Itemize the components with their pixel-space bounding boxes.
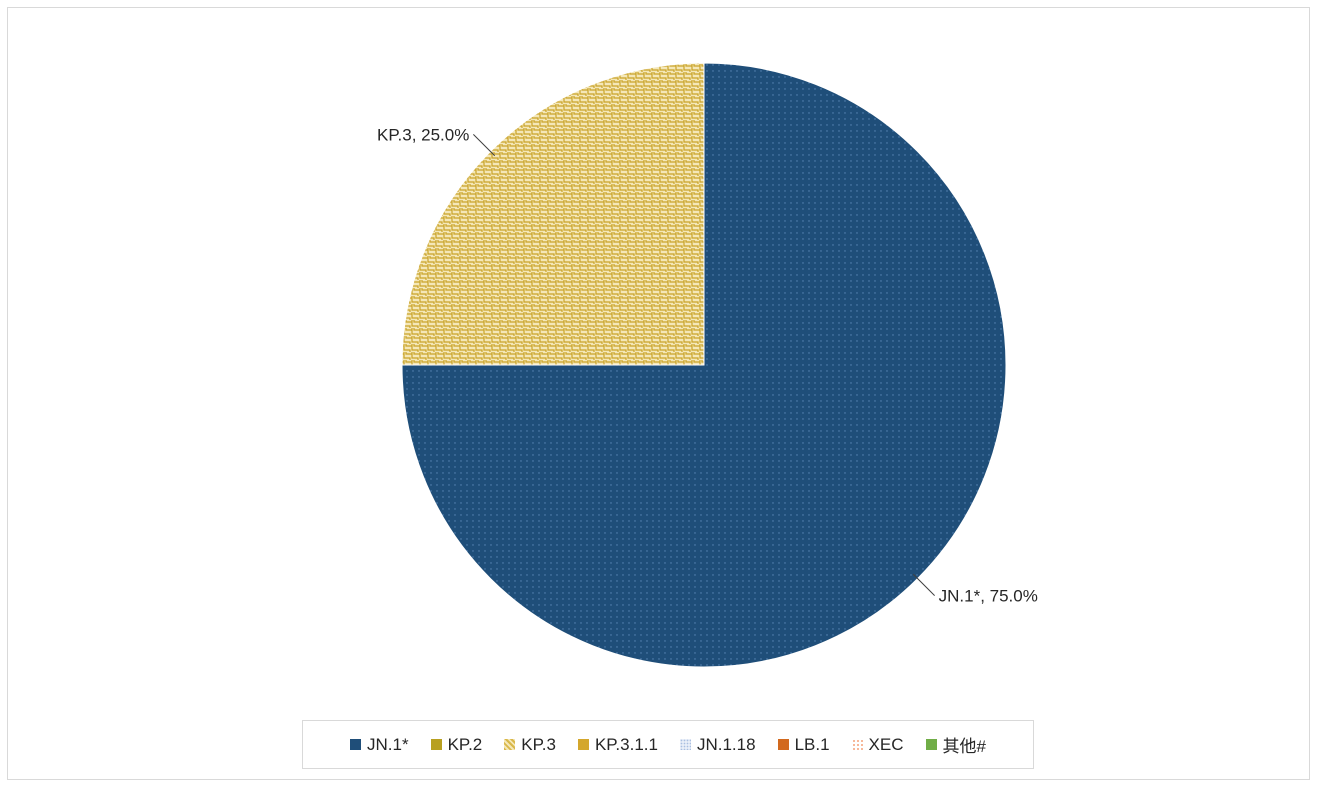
legend-item: KP.3 — [504, 735, 556, 755]
legend-swatch — [851, 739, 863, 750]
leader-line — [473, 134, 496, 157]
legend-item: JN.1.18 — [679, 734, 756, 755]
legend-swatch — [577, 739, 589, 750]
legend-swatch — [925, 739, 937, 750]
legend-item: XEC — [851, 734, 904, 755]
legend-item: 其他# — [925, 732, 986, 757]
chart-legend: JN.1* KP.2 KP.3 KP.3.1.1 JN.1.18 LB.1 XEC 其他# — [302, 720, 1034, 769]
legend-item: KP.2 — [430, 734, 483, 755]
data-label: KP.3, 25.0% — [377, 125, 469, 144]
legend-item: LB.1 — [777, 734, 830, 755]
legend-label: KP.3 — [521, 734, 556, 754]
legend-label: JN.1.18 — [696, 734, 756, 754]
legend-swatch — [350, 739, 362, 750]
legend-label: JN.1* — [367, 734, 409, 754]
legend-swatch — [679, 739, 691, 750]
leader-line — [912, 573, 935, 596]
legend-swatch — [504, 739, 516, 750]
legend-swatch — [777, 739, 789, 750]
pie-slice-kp-3 — [401, 62, 705, 366]
legend-label: KP.2 — [447, 734, 483, 754]
data-label: JN.1*, 75.0% — [939, 587, 1038, 606]
legend-item: KP.3.1.1 — [577, 734, 658, 755]
chart-area: JN.1*, 75.0% KP.3, 25.0% JN.1* KP.2 KP.3 KP.… — [7, 7, 1310, 780]
legend-label: KP.3.1.1 — [594, 734, 658, 754]
legend-item: JN.1* — [350, 735, 409, 755]
legend-label: LB.1 — [794, 734, 830, 754]
legend-label: XEC — [868, 734, 904, 754]
pie-chart: JN.1*, 75.0% KP.3, 25.0% — [377, 62, 1038, 668]
legend-label: 其他# — [942, 737, 986, 756]
legend-swatch — [430, 739, 442, 750]
